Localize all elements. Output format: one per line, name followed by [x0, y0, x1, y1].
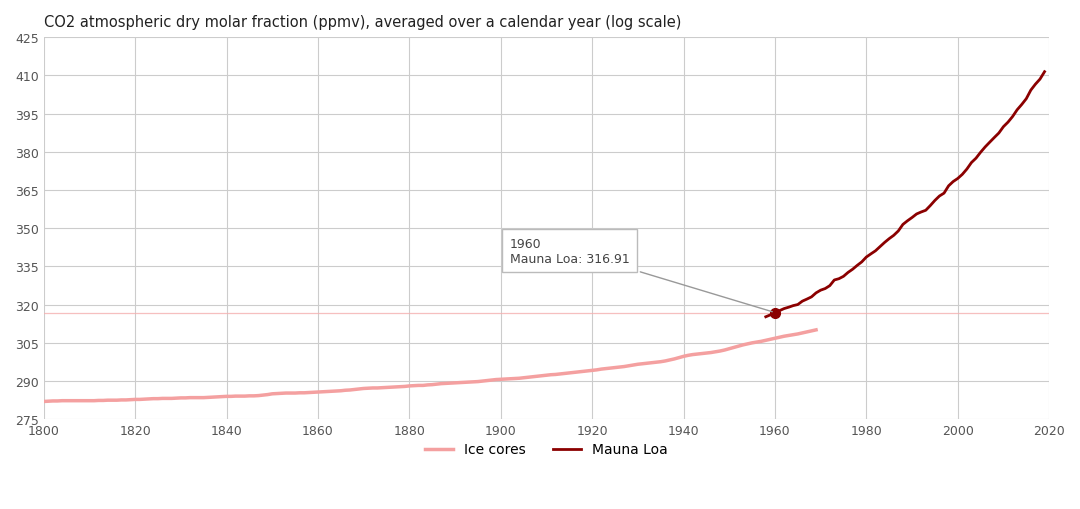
Legend: Ice cores, Mauna Loa: Ice cores, Mauna Loa — [419, 437, 674, 462]
Text: CO2 atmospheric dry molar fraction (ppmv), averaged over a calendar year (log sc: CO2 atmospheric dry molar fraction (ppmv… — [43, 15, 681, 30]
Text: 1960
Mauna Loa: 316.91: 1960 Mauna Loa: 316.91 — [510, 237, 772, 312]
